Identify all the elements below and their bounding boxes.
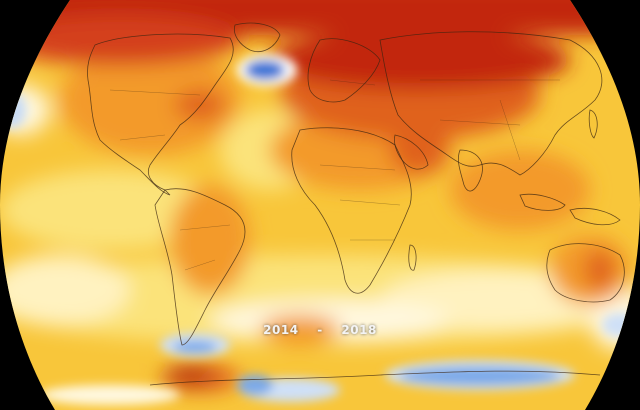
country-borders xyxy=(109,79,560,271)
period-label: 2014 - 2018 xyxy=(0,323,640,337)
period-separator: - xyxy=(317,323,323,337)
coastlines xyxy=(87,22,633,386)
period-start: 2014 xyxy=(263,323,299,337)
period-end: 2018 xyxy=(341,323,377,337)
anomaly-field xyxy=(0,0,640,392)
cool-anomalies xyxy=(0,54,638,405)
